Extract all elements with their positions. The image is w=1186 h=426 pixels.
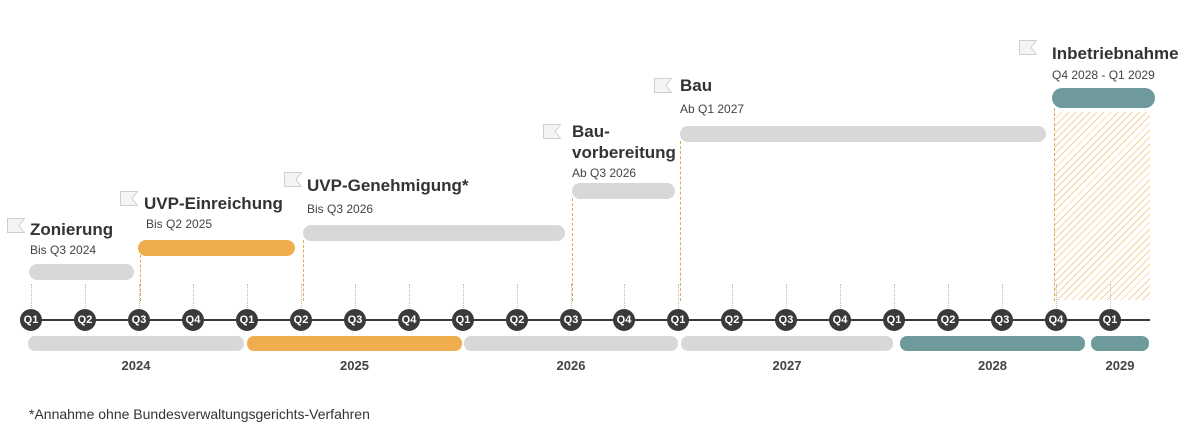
phase-subtitle: Ab Q3 2026 — [572, 166, 637, 180]
phase-title: Zonierung — [30, 220, 114, 239]
year-label: 2026 — [556, 358, 586, 373]
phase-bar — [303, 225, 565, 241]
phase-title: UVP-Einreichung — [144, 194, 283, 213]
quarter-marker: Q3 — [775, 309, 797, 331]
quarter-tick — [85, 284, 86, 308]
year-bar — [900, 336, 1085, 351]
flag-icon — [7, 218, 25, 233]
quarter-tick — [409, 284, 410, 308]
phase-marker-line — [303, 240, 304, 301]
year-bar — [681, 336, 893, 351]
quarter-marker: Q1 — [20, 309, 42, 331]
quarter-tick — [1056, 284, 1057, 308]
flag-icon — [284, 172, 302, 187]
phase-bar — [680, 126, 1046, 142]
flag-icon — [1019, 40, 1037, 55]
phase-marker-line — [680, 141, 681, 301]
quarter-marker: Q2 — [721, 309, 743, 331]
quarter-tick — [139, 284, 140, 308]
phase-marker-line — [1054, 108, 1055, 301]
phase-bar — [1052, 88, 1155, 108]
quarter-marker: Q3 — [560, 309, 582, 331]
phase-title: Bau — [680, 76, 713, 95]
year-bar — [28, 336, 244, 351]
quarter-marker: Q2 — [74, 309, 96, 331]
quarter-marker: Q1 — [452, 309, 474, 331]
year-bar — [247, 336, 462, 351]
quarter-marker: Q2 — [506, 309, 528, 331]
quarter-marker: Q1 — [1099, 309, 1121, 331]
year-label: 2028 — [978, 358, 1007, 373]
year-bar — [1091, 336, 1149, 351]
phase-bar — [29, 264, 134, 280]
year-label: 2025 — [340, 358, 369, 373]
phase-subtitle: Ab Q1 2027 — [680, 102, 745, 116]
flag-icon — [543, 124, 561, 139]
quarter-tick — [193, 284, 194, 308]
quarter-tick — [247, 284, 248, 308]
phase-subtitle: Q4 2028 - Q1 2029 — [1052, 68, 1155, 82]
year-bar — [464, 336, 678, 351]
quarter-marker: Q4 — [613, 309, 635, 331]
quarter-tick — [463, 284, 464, 308]
quarter-tick — [355, 284, 356, 308]
quarter-marker: Q4 — [398, 309, 420, 331]
quarter-marker: Q1 — [667, 309, 689, 331]
flag-icon — [120, 191, 138, 206]
quarter-marker: Q2 — [937, 309, 959, 331]
quarter-tick — [678, 284, 679, 308]
timeline-axis — [22, 319, 1150, 321]
quarter-tick — [948, 284, 949, 308]
quarter-tick — [571, 284, 572, 308]
quarter-tick — [1002, 284, 1003, 308]
quarter-tick — [894, 284, 895, 308]
quarter-marker: Q3 — [344, 309, 366, 331]
phase-bar — [138, 240, 295, 256]
phase-title: Bau- vorbereitung — [572, 122, 676, 162]
quarter-tick — [732, 284, 733, 308]
quarter-marker: Q4 — [829, 309, 851, 331]
year-label: 2024 — [121, 358, 151, 373]
quarter-marker: Q4 — [182, 309, 204, 331]
phase-subtitle: Bis Q3 2026 — [307, 202, 374, 216]
phase-title: UVP-Genehmigung* — [307, 176, 469, 195]
year-label: 2029 — [1105, 358, 1135, 373]
quarter-tick — [786, 284, 787, 308]
quarter-tick — [1110, 284, 1111, 308]
quarter-marker: Q3 — [991, 309, 1013, 331]
quarter-tick — [624, 284, 625, 308]
phase-subtitle: Bis Q3 2024 — [30, 243, 97, 257]
quarter-tick — [840, 284, 841, 308]
phase-marker-line — [140, 255, 141, 301]
footnote: *Annahme ohne Bundesverwaltungsgerichts-… — [29, 406, 370, 422]
quarter-marker: Q2 — [290, 309, 312, 331]
commissioning-hatch-area — [1054, 112, 1150, 300]
quarter-tick — [301, 284, 302, 308]
quarter-marker: Q1 — [236, 309, 258, 331]
quarter-marker: Q1 — [883, 309, 905, 331]
flag-icon — [654, 78, 672, 93]
phase-title: Inbetriebnahme — [1052, 44, 1179, 63]
quarter-tick — [517, 284, 518, 308]
phase-bar — [572, 183, 675, 199]
phase-subtitle: Bis Q2 2025 — [146, 217, 213, 231]
year-label: 2027 — [772, 358, 802, 373]
quarter-marker: Q3 — [128, 309, 150, 331]
phase-marker-line — [572, 198, 573, 301]
quarter-tick — [31, 284, 32, 308]
quarter-marker: Q4 — [1045, 309, 1067, 331]
